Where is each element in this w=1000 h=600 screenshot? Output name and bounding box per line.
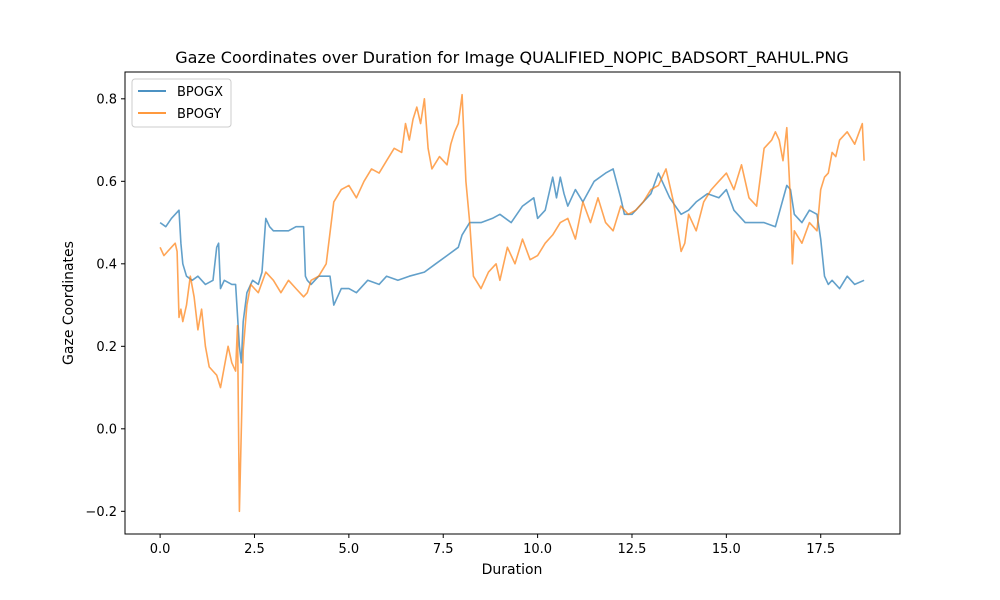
legend-label-bpogx: BPOGX — [177, 85, 223, 100]
series-line-bpogx — [159, 168, 865, 364]
x-tick-label: 2.5 — [244, 542, 265, 557]
y-tick-label: 0.4 — [96, 257, 117, 272]
legend: BPOGX BPOGY — [131, 78, 232, 128]
x-tick-label: 5.0 — [339, 542, 360, 557]
x-tick-label: 12.5 — [618, 542, 647, 557]
chart-title: Gaze Coordinates over Duration for Image… — [175, 48, 849, 68]
y-tick-label: 0.6 — [96, 175, 117, 190]
series-line-bpogy — [159, 93, 865, 513]
y-axis-ticks: −0.2 0.0 0.2 0.4 0.6 0.8 — [85, 92, 125, 520]
x-axis-title: Duration — [482, 562, 543, 578]
y-tick-label: 0.2 — [96, 340, 117, 355]
series-layer — [159, 93, 865, 513]
y-axis-title: Gaze Coordinates — [61, 241, 77, 365]
y-tick-label: 0.0 — [96, 422, 117, 437]
y-tick-label: 0.8 — [96, 92, 117, 107]
x-tick-label: 15.0 — [712, 542, 741, 557]
x-tick-label: 7.5 — [433, 542, 454, 557]
x-tick-label: 10.0 — [523, 542, 552, 557]
x-tick-label: 0.0 — [150, 542, 171, 557]
y-tick-label: −0.2 — [85, 505, 117, 520]
plot-area-frame — [124, 71, 901, 535]
x-tick-label: 17.5 — [806, 542, 835, 557]
x-axis-ticks: 0.0 2.5 5.0 7.5 10.0 12.5 15.0 17.5 — [150, 534, 835, 557]
legend-label-bpogy: BPOGY — [177, 107, 221, 122]
